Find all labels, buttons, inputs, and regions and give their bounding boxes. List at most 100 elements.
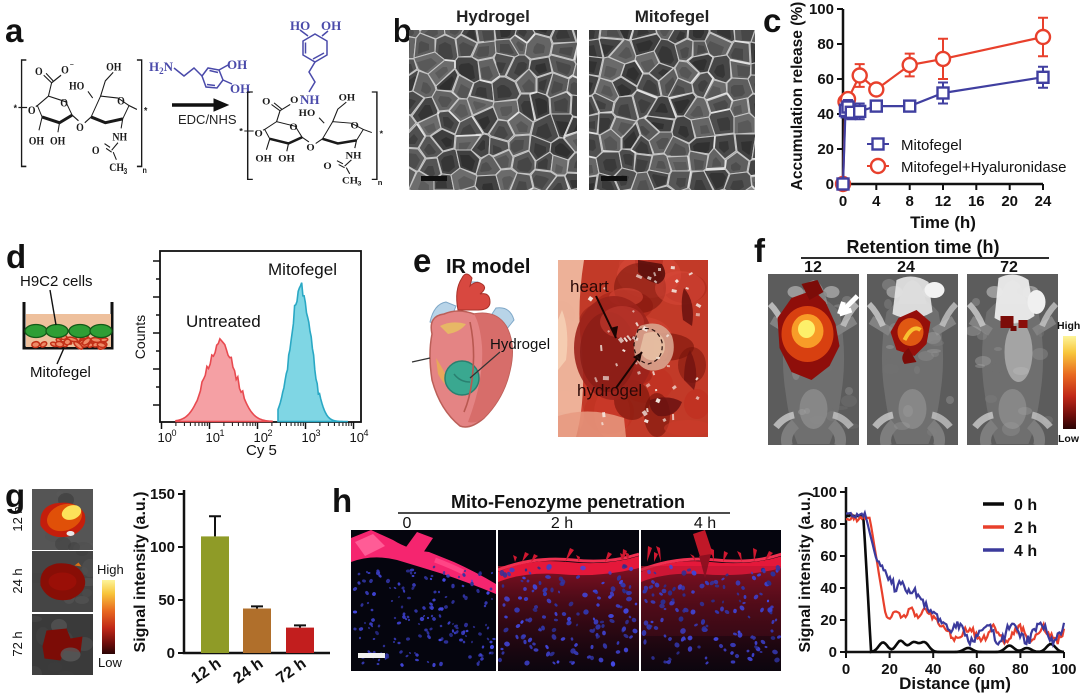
svg-text:0: 0 — [842, 661, 850, 678]
svg-text:0: 0 — [839, 193, 847, 210]
svg-text:Hydrogel: Hydrogel — [490, 336, 550, 353]
svg-text:O: O — [35, 65, 43, 78]
svg-text:a: a — [5, 12, 24, 49]
svg-text:20: 20 — [817, 141, 834, 158]
svg-text:12: 12 — [804, 259, 822, 276]
svg-text:HO: HO — [290, 18, 310, 33]
svg-text:Mitofegel: Mitofegel — [901, 137, 962, 154]
svg-text:60: 60 — [968, 661, 985, 678]
svg-text:4 h: 4 h — [694, 515, 716, 532]
svg-text:40: 40 — [817, 106, 834, 123]
svg-text:O: O — [289, 123, 297, 134]
svg-text:16: 16 — [968, 193, 985, 210]
svg-text:O: O — [28, 104, 36, 117]
svg-text:Mitofegel: Mitofegel — [635, 7, 710, 26]
svg-text:b: b — [395, 12, 412, 49]
svg-text:HO: HO — [69, 80, 84, 93]
svg-text:4: 4 — [364, 428, 369, 438]
svg-text:2: 2 — [268, 428, 273, 438]
svg-text:24 h: 24 h — [10, 568, 25, 593]
svg-text:10: 10 — [206, 430, 220, 445]
svg-text:Signal intensity (a.u.): Signal intensity (a.u.) — [797, 492, 814, 653]
svg-text:20: 20 — [1001, 193, 1018, 210]
svg-text:3: 3 — [316, 428, 321, 438]
svg-text:20: 20 — [820, 612, 837, 629]
svg-text:3: 3 — [123, 166, 127, 176]
svg-text:*: * — [14, 103, 18, 115]
svg-text:3: 3 — [357, 181, 361, 188]
svg-text:e: e — [413, 242, 431, 279]
svg-text:f: f — [754, 232, 766, 269]
svg-text:0: 0 — [826, 176, 834, 193]
svg-text:O: O — [351, 121, 359, 132]
svg-text:OH: OH — [230, 81, 250, 96]
svg-text:Mitofegel: Mitofegel — [30, 364, 91, 381]
svg-text:O: O — [60, 97, 68, 110]
svg-text:O: O — [61, 64, 69, 77]
svg-text:Time (h): Time (h) — [910, 213, 976, 232]
svg-text:100: 100 — [812, 484, 837, 501]
svg-text:Mitofegel: Mitofegel — [268, 260, 337, 279]
svg-text:40: 40 — [820, 580, 837, 597]
svg-text:100: 100 — [150, 539, 175, 556]
svg-text:CH: CH — [109, 161, 124, 174]
svg-text:72 h: 72 h — [273, 655, 309, 687]
svg-text:c: c — [763, 2, 781, 39]
svg-text:H2N: H2N — [149, 59, 174, 76]
svg-text:10: 10 — [254, 430, 268, 445]
svg-text:72: 72 — [1000, 259, 1018, 276]
svg-text:g: g — [5, 477, 25, 514]
svg-text:heart: heart — [570, 277, 609, 296]
svg-text:0: 0 — [167, 645, 175, 662]
svg-text:OH: OH — [50, 135, 66, 148]
svg-text:80: 80 — [820, 516, 837, 533]
svg-text:0: 0 — [829, 644, 837, 661]
svg-text:EDC/NHS: EDC/NHS — [178, 112, 237, 127]
svg-text:80: 80 — [1012, 661, 1029, 678]
svg-text:O: O — [92, 144, 100, 157]
svg-text:hydrogel: hydrogel — [577, 381, 642, 400]
svg-text:O: O — [306, 143, 314, 154]
svg-text:*: * — [379, 129, 383, 139]
svg-text:10: 10 — [350, 430, 364, 445]
svg-text:High: High — [1057, 320, 1080, 332]
svg-text:72 h: 72 h — [10, 631, 25, 656]
svg-text:O: O — [255, 129, 263, 140]
svg-text:O: O — [76, 121, 84, 134]
svg-text:*: * — [239, 126, 243, 136]
svg-text:24 h: 24 h — [230, 655, 266, 687]
svg-text:NH: NH — [300, 92, 320, 107]
svg-text:50: 50 — [158, 592, 175, 609]
svg-text:Low: Low — [1058, 433, 1080, 445]
svg-text:Retention time (h): Retention time (h) — [847, 237, 1000, 257]
svg-text:HO: HO — [299, 109, 316, 120]
svg-text:150: 150 — [150, 486, 175, 503]
svg-text:O: O — [323, 162, 331, 173]
svg-text:40: 40 — [925, 661, 942, 678]
svg-text:0 h: 0 h — [1014, 497, 1037, 514]
svg-text:24: 24 — [897, 259, 915, 276]
svg-text:12 h: 12 h — [10, 506, 25, 531]
svg-text:OH: OH — [106, 61, 122, 74]
svg-text:OH: OH — [278, 154, 295, 165]
svg-text:NH: NH — [345, 151, 361, 162]
svg-text:d: d — [6, 238, 26, 275]
svg-text:Mitofegel+Hyaluronidase: Mitofegel+Hyaluronidase — [901, 159, 1067, 176]
svg-text:OH: OH — [29, 135, 45, 148]
svg-text:n: n — [142, 165, 147, 175]
svg-text:2 h: 2 h — [551, 515, 573, 532]
svg-text:80: 80 — [817, 36, 834, 53]
svg-text:OH: OH — [321, 18, 341, 33]
svg-text:n: n — [378, 178, 383, 187]
svg-text:h: h — [332, 482, 352, 519]
svg-text:4: 4 — [872, 193, 881, 210]
svg-text:0: 0 — [172, 428, 177, 438]
svg-text:OH: OH — [339, 93, 356, 104]
svg-text:CH: CH — [342, 176, 358, 187]
svg-text:60: 60 — [817, 71, 834, 88]
svg-text:12: 12 — [935, 193, 952, 210]
svg-text:1: 1 — [220, 428, 225, 438]
svg-text:−: − — [300, 92, 304, 101]
svg-text:O: O — [117, 95, 125, 108]
svg-text:12 h: 12 h — [188, 655, 224, 687]
